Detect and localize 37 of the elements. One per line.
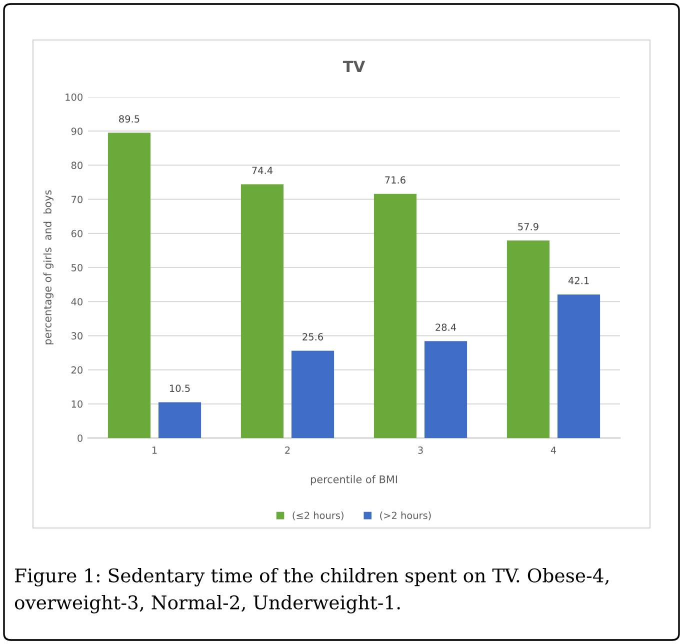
- caption: Figure 1: Sedentary time of the children spent on TV. Obese-4, overweight-3, Normal-2, Underweight-1.: [14, 568, 608, 614]
- legend-label: (>2 hours): [380, 512, 431, 520]
- bar: [506, 240, 550, 438]
- data-label: 28.4: [436, 324, 456, 331]
- y-axis-title: percentage of girls and boys: [43, 190, 54, 344]
- y-tick-label: 20: [71, 366, 82, 374]
- y-tick-label: 30: [72, 332, 82, 340]
- y-tick-label: 70: [72, 196, 82, 204]
- data-label: 42.1: [568, 276, 589, 284]
- bar: [108, 132, 151, 438]
- x-tick-label: 1: [152, 446, 157, 454]
- bar: [240, 184, 284, 438]
- x-tick-label: 2: [285, 446, 290, 454]
- bar: [291, 350, 334, 438]
- y-tick-label: 0: [78, 434, 82, 442]
- data-label: 89.5: [119, 115, 140, 123]
- y-tick-label: 40: [71, 298, 82, 306]
- y-tick-label: 50: [72, 264, 82, 272]
- chart-title: TV: [342, 60, 366, 72]
- data-label: 57.9: [518, 222, 538, 230]
- bar: [424, 341, 468, 438]
- bar: [557, 294, 600, 438]
- y-tick-label: 80: [71, 162, 82, 170]
- x-tick-label: 3: [418, 446, 423, 454]
- x-axis-title: percentile of BMI: [310, 475, 397, 486]
- y-tick-label: 90: [71, 128, 82, 135]
- data-label: 25.6: [302, 333, 323, 340]
- data-label: 71.6: [385, 176, 406, 184]
- y-tick-label: 10: [72, 400, 82, 408]
- legend-label: (≤2 hours): [292, 512, 344, 520]
- bar: [158, 402, 202, 438]
- bar: [374, 194, 417, 438]
- data-label: 74.4: [252, 166, 273, 174]
- y-tick-label: 60: [71, 230, 82, 238]
- x-tick-label: 4: [550, 446, 556, 454]
- y-tick-label: 100: [66, 93, 82, 101]
- data-label: 10.5: [170, 384, 190, 392]
